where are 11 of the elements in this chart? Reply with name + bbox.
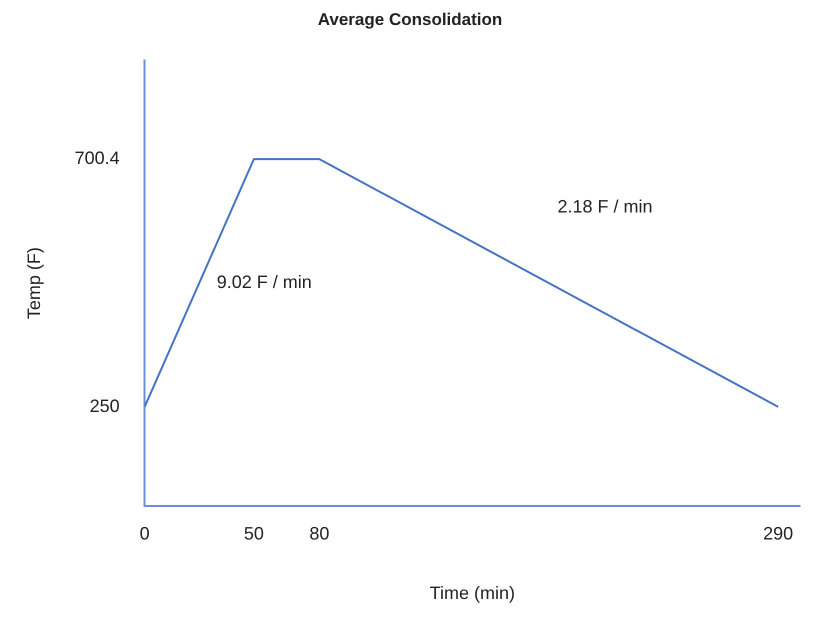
x-axis-title: Time (min) [430,583,515,604]
x-tick-label: 0 [140,524,150,544]
y-tick-label: 250 [90,396,120,416]
x-tick-label: 290 [763,524,794,544]
x-tick-label: 80 [309,524,330,544]
annotation: 9.02 F / min [216,272,312,292]
x-tick-label: 50 [244,524,264,544]
annotation: 2.18 F / min [558,196,653,216]
chart-title: Average Consolidation [318,10,502,29]
y-tick-label: 700.4 [74,148,120,168]
y-axis-title: Temp (F) [24,247,44,320]
